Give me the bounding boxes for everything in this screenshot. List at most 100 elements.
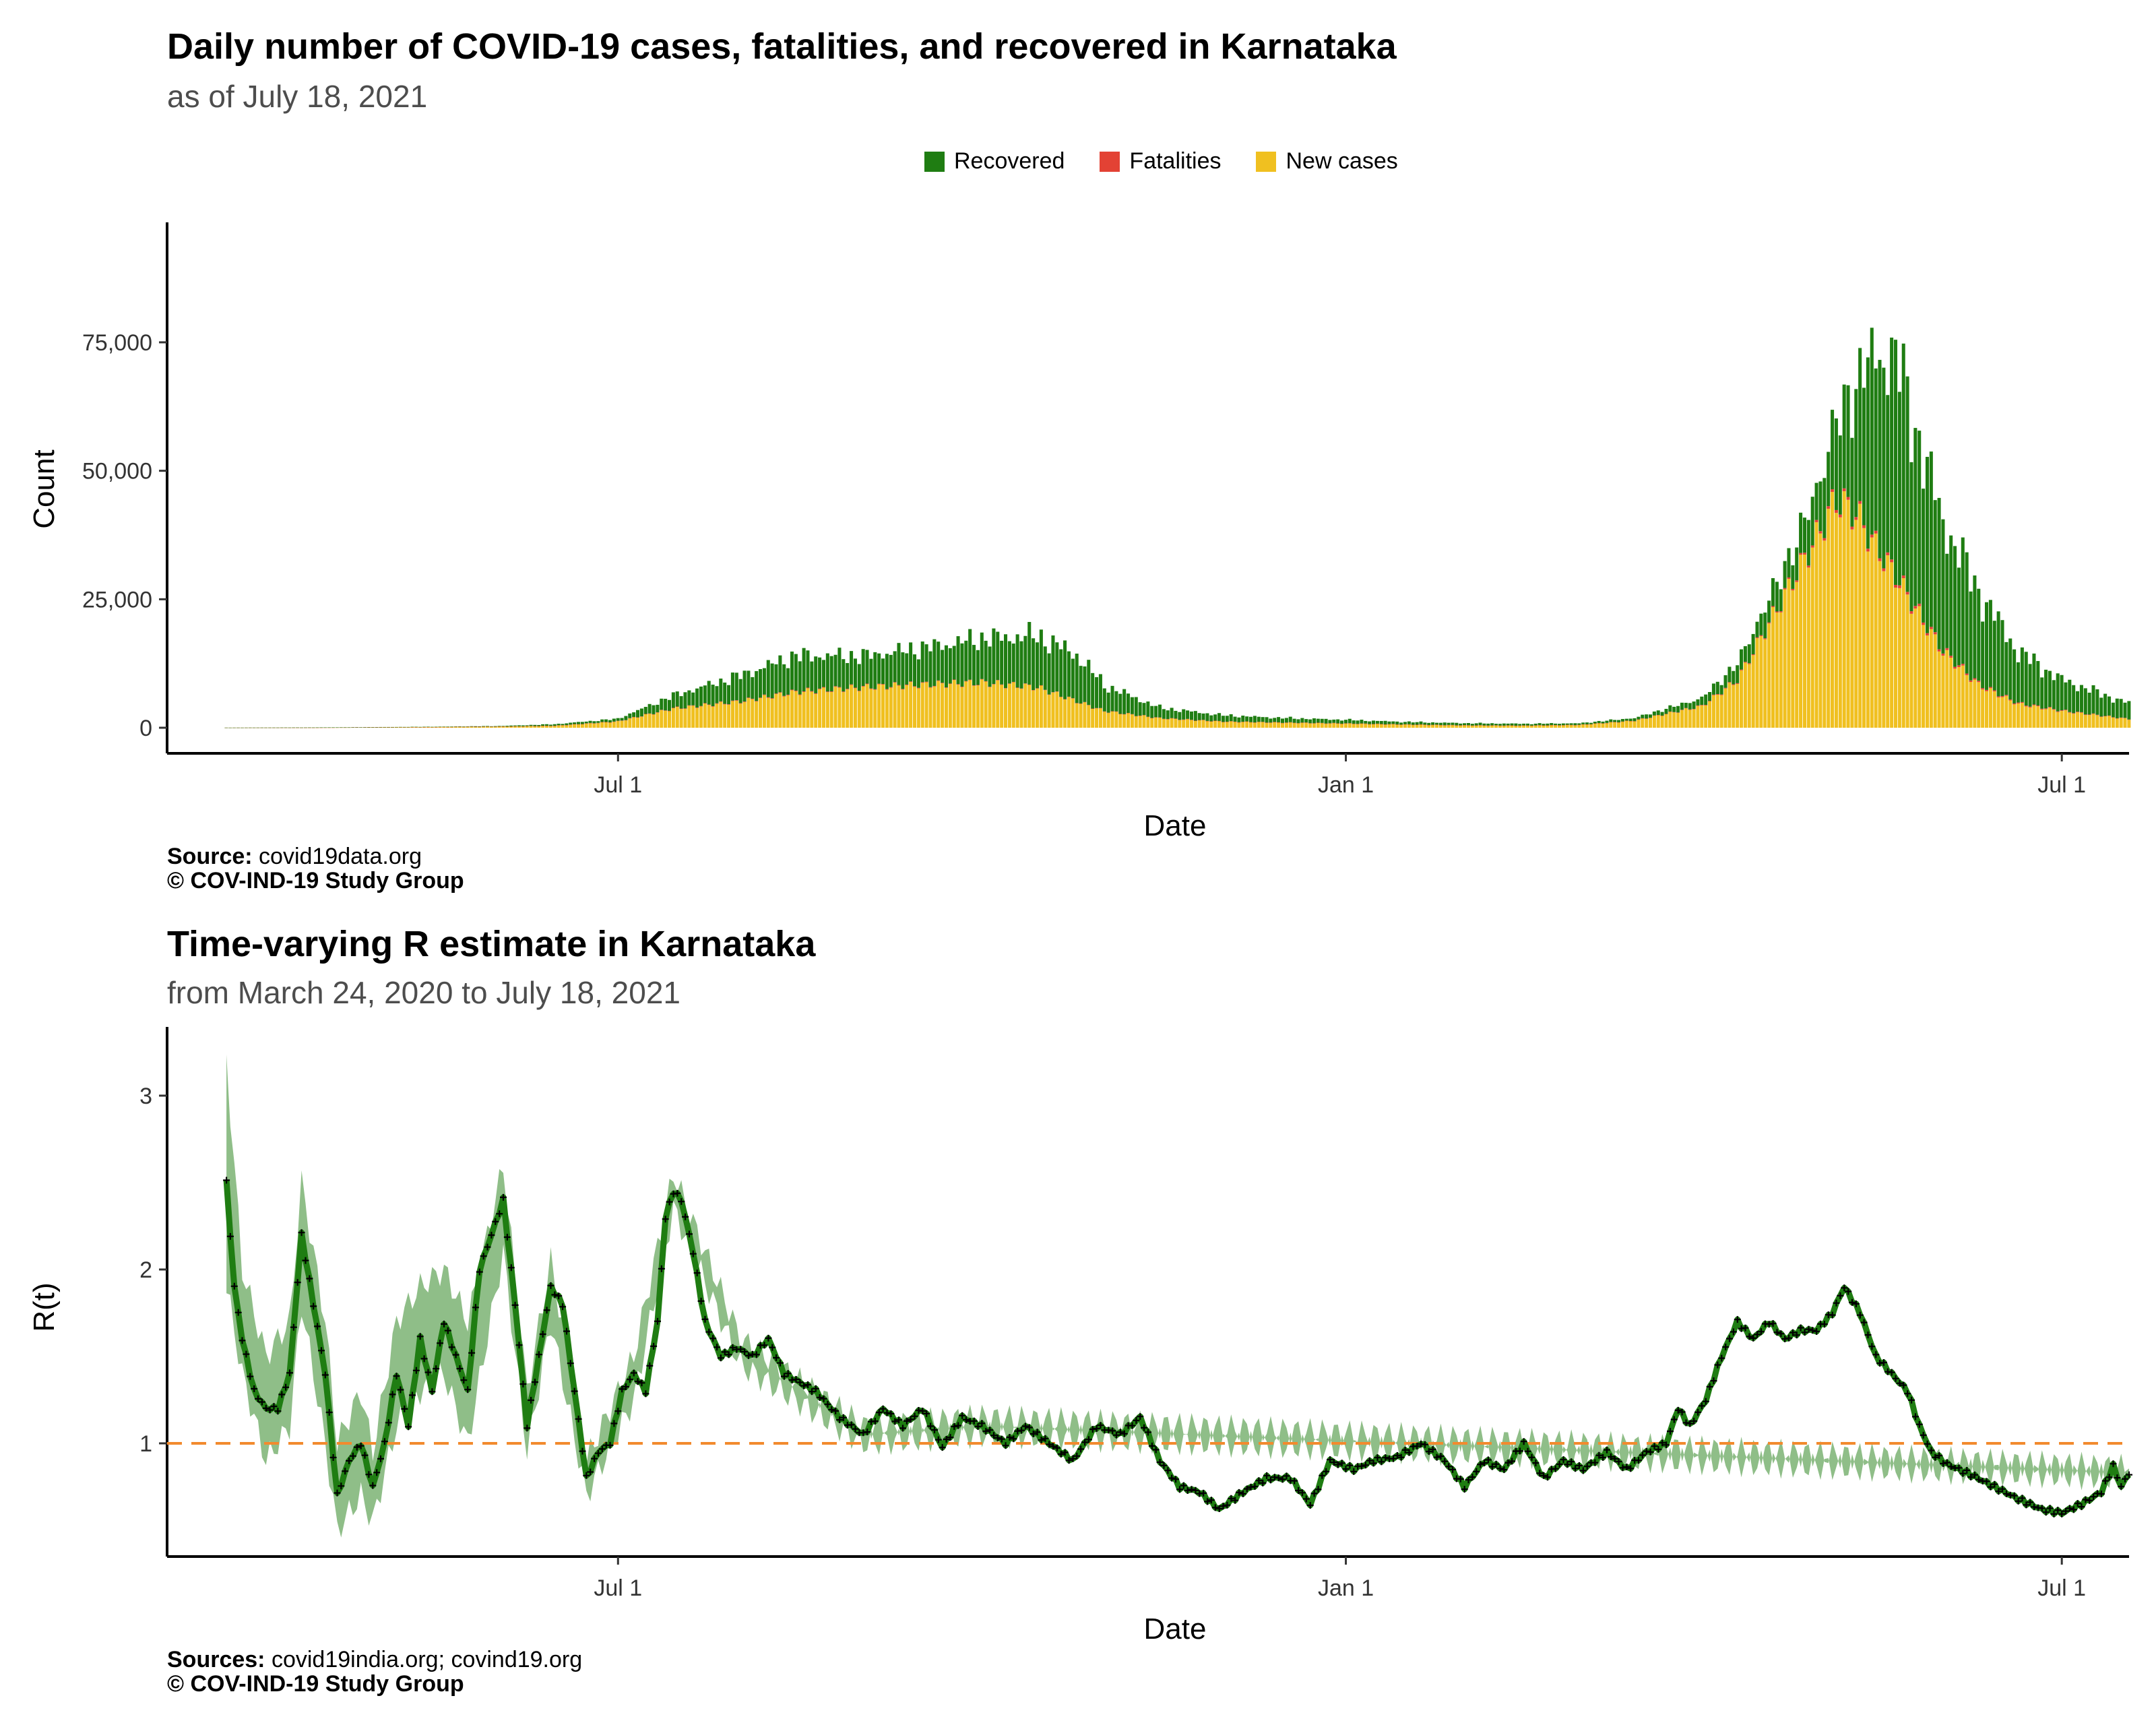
bar-fatalities (501, 726, 505, 727)
r-point-marker (1694, 1408, 1702, 1416)
r-point-marker (903, 1417, 910, 1424)
bar-fatalities (1083, 701, 1087, 703)
bar-recovered (1186, 710, 1190, 719)
r-point-marker (282, 1383, 290, 1391)
bar-recovered (1134, 697, 1138, 716)
r-point-marker (1188, 1486, 1195, 1493)
bar-recovered (1617, 720, 1621, 722)
bar-fatalities (1732, 684, 1736, 685)
bar-fatalities (1459, 725, 1463, 726)
r-point-marker (1896, 1379, 1903, 1387)
bar-recovered (478, 726, 482, 727)
bar-fatalities (1292, 722, 1296, 724)
r-point-marker (1295, 1487, 1302, 1494)
bar-new-cases (723, 704, 727, 728)
bar-recovered (1197, 713, 1201, 720)
r-point-marker (848, 1421, 855, 1429)
bar-recovered (1292, 718, 1296, 723)
r-point-marker (1069, 1455, 1077, 1462)
bar-new-cases (608, 722, 612, 728)
bar-fatalities (1925, 633, 1929, 636)
bar-recovered (984, 640, 988, 681)
bar-fatalities (1284, 722, 1288, 723)
r-point-marker (769, 1344, 776, 1351)
bar-new-cases (1537, 725, 1542, 728)
bar-recovered (1482, 723, 1486, 726)
bar-new-cases (624, 720, 628, 728)
bar-recovered (406, 726, 410, 728)
bar-fatalities (573, 724, 577, 725)
bar-recovered (1510, 723, 1514, 726)
bar-new-cases (1047, 695, 1051, 728)
r-point-marker (662, 1216, 669, 1223)
bar-new-cases (1838, 517, 1842, 728)
bar-fatalities (457, 726, 462, 728)
r-point-marker (1856, 1311, 1864, 1319)
r-point-marker (1224, 1501, 1231, 1509)
r-point-marker (1215, 1505, 1223, 1512)
bar-fatalities (1957, 665, 1961, 667)
bar-fatalities (557, 725, 561, 726)
r-point-marker (1330, 1459, 1337, 1466)
bar-recovered (1087, 660, 1091, 705)
bar-new-cases (2064, 710, 2068, 728)
bar-recovered (1597, 720, 1601, 724)
r-point-marker (503, 1234, 511, 1241)
r-point-marker (1133, 1417, 1140, 1424)
r-point-marker (832, 1407, 839, 1414)
bar-new-cases (956, 685, 960, 728)
bar-recovered (2004, 641, 2008, 695)
bar-fatalities (842, 691, 846, 693)
bar-fatalities (1451, 724, 1455, 726)
bar-recovered (1221, 716, 1225, 722)
bar-recovered (1442, 722, 1447, 726)
r-point-marker (519, 1381, 527, 1387)
bar-new-cases (1253, 722, 1257, 728)
r-point-marker (1556, 1461, 1563, 1468)
r-point-marker (1160, 1462, 1168, 1469)
bar-fatalities (1265, 722, 1269, 723)
r-point-marker (1445, 1463, 1453, 1470)
r-point-marker (262, 1404, 270, 1412)
bar-new-cases (1142, 715, 1146, 728)
bar-recovered (1205, 713, 1209, 721)
r-point-marker (274, 1408, 282, 1415)
r-point-marker (468, 1349, 476, 1356)
r-point-marker (1437, 1453, 1445, 1460)
bar-new-cases (1866, 551, 1870, 728)
bar-recovered (786, 668, 790, 695)
bar-new-cases (1209, 721, 1213, 728)
r-point-marker (424, 1369, 432, 1376)
bar-recovered (1711, 683, 1715, 695)
bar-recovered (829, 656, 833, 692)
bar-recovered (1529, 724, 1533, 726)
r-point-marker (1635, 1457, 1642, 1464)
bar-fatalities (604, 722, 608, 723)
bar-new-cases (660, 710, 664, 728)
bar-recovered (1763, 613, 1767, 639)
bar-new-cases (1233, 722, 1237, 728)
r-point-marker (1306, 1502, 1314, 1509)
bar-new-cases (1577, 724, 1581, 728)
r-point-marker (1232, 1497, 1239, 1504)
bar-fatalities (877, 683, 881, 685)
bar-recovered (1893, 340, 1898, 585)
bar-recovered (1905, 376, 1909, 592)
bar-recovered (889, 654, 893, 687)
bar-recovered (1573, 723, 1577, 726)
r-point-marker (638, 1379, 645, 1387)
bar-new-cases (1091, 708, 1095, 728)
r-point-marker (429, 1388, 436, 1395)
bar-fatalities (1106, 712, 1110, 714)
bar-new-cases (786, 695, 790, 728)
bar-new-cases (2091, 714, 2095, 728)
bar-recovered (624, 716, 628, 720)
bar-recovered (664, 699, 668, 711)
bar-fatalities (821, 687, 825, 688)
r-point-marker (306, 1275, 313, 1282)
bar-fatalities (1577, 724, 1581, 726)
bar-recovered (814, 656, 818, 693)
bar-fatalities (2083, 714, 2087, 716)
bar-recovered (375, 727, 379, 728)
bar-new-cases (1913, 608, 1917, 728)
